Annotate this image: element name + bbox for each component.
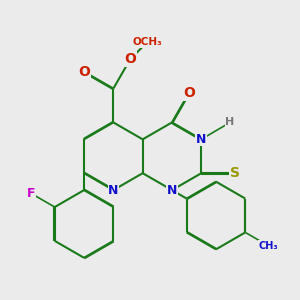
Text: S: S	[230, 166, 240, 180]
Text: O: O	[183, 86, 195, 100]
Text: H: H	[226, 117, 235, 128]
Text: N: N	[196, 133, 206, 146]
Text: F: F	[27, 187, 35, 200]
Text: N: N	[108, 184, 118, 196]
Text: O: O	[78, 64, 90, 79]
Text: O: O	[124, 52, 136, 66]
Text: CH₃: CH₃	[259, 241, 278, 251]
Text: OCH₃: OCH₃	[132, 37, 162, 47]
Text: N: N	[167, 184, 177, 196]
